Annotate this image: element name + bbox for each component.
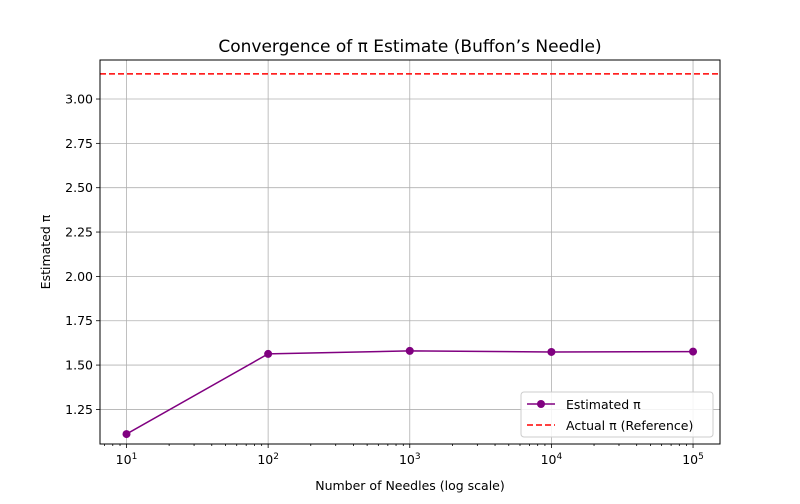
legend-box	[520, 391, 714, 438]
y-tick-label: 2.50	[65, 180, 93, 195]
x-tick-label: 102	[257, 452, 279, 467]
x-ticks: 101 102 103 104 105	[104, 444, 704, 467]
grid	[100, 60, 720, 444]
y-tick-label: 2.75	[65, 136, 93, 151]
x-tick-label: 104	[541, 452, 563, 467]
y-tick-label: 1.50	[65, 358, 93, 373]
y-tick-label: 1.75	[65, 313, 93, 328]
y-tick-label: 2.25	[65, 225, 93, 240]
x-tick-label: 103	[399, 452, 421, 467]
x-axis-label: Number of Needles (log scale)	[315, 478, 505, 493]
x-tick-label: 105	[682, 452, 704, 467]
y-axis-label: Estimated π	[38, 214, 53, 289]
y-tick-label: 3.00	[65, 92, 93, 107]
y-ticks: 1.25 1.50 1.75 2.00 2.25 2.50 2.75 3.00	[65, 92, 100, 417]
data-point	[689, 347, 698, 356]
series-layer	[122, 346, 698, 439]
x-tick-label: 101	[116, 452, 138, 467]
data-point	[547, 347, 556, 356]
legend-marker-estimate	[537, 400, 545, 408]
y-tick-label: 1.25	[65, 402, 93, 417]
legend: Estimated π Actual π (Reference)	[520, 391, 714, 438]
data-point	[405, 346, 414, 355]
data-point	[122, 430, 131, 439]
legend-label-estimate: Estimated π	[566, 397, 641, 412]
data-point	[264, 349, 273, 358]
y-tick-label: 2.00	[65, 269, 93, 284]
legend-label-reference: Actual π (Reference)	[566, 418, 693, 433]
chart-title: Convergence of π Estimate (Buffon’s Need…	[218, 37, 601, 57]
